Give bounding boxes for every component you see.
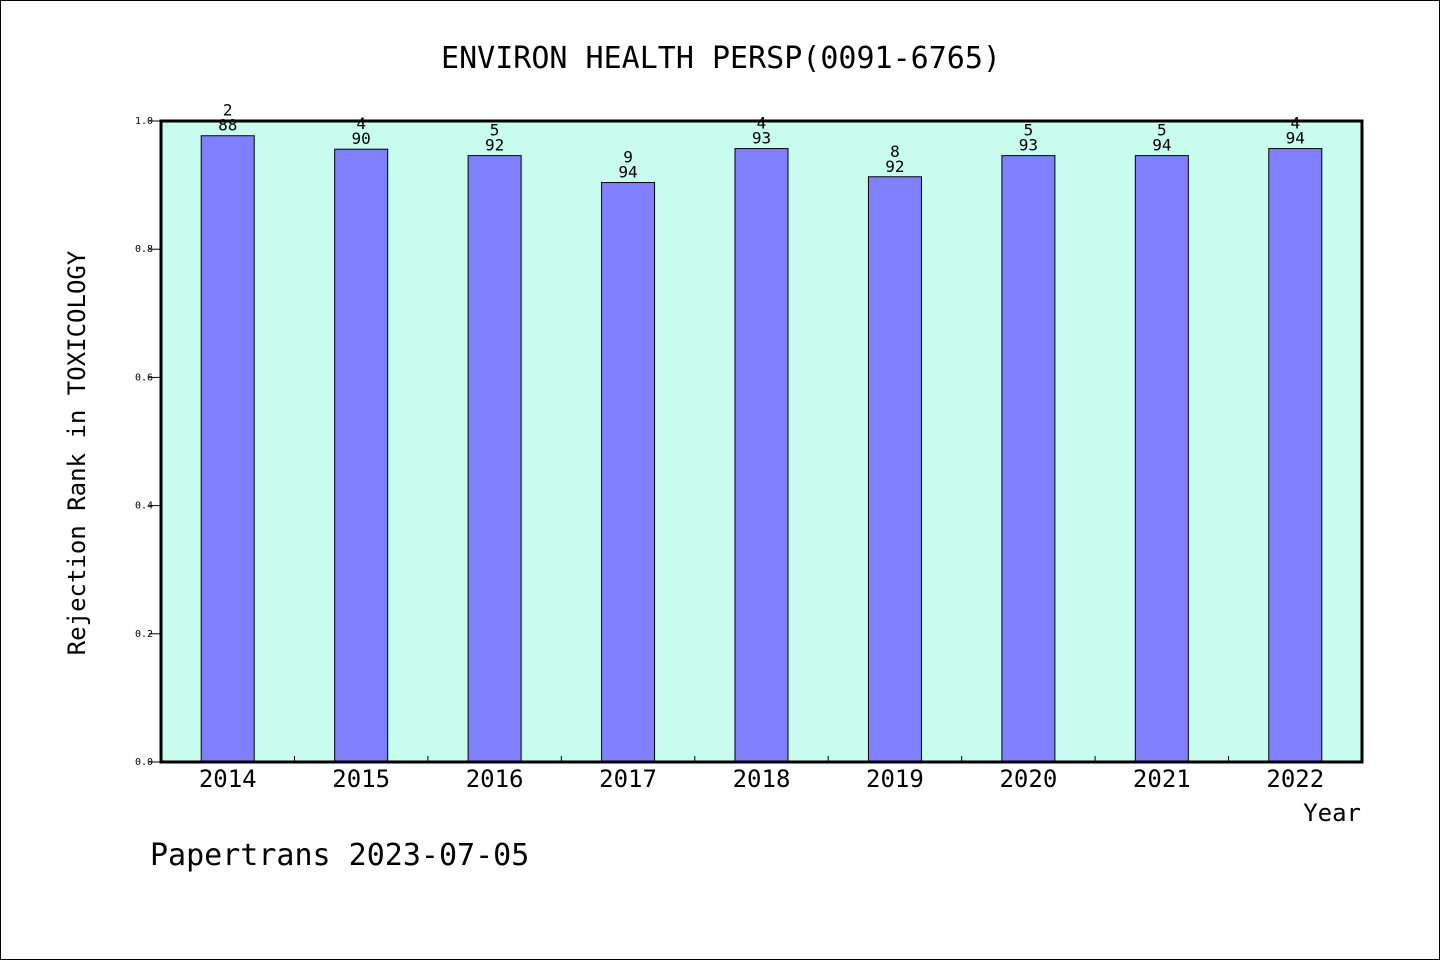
bar-label-top-2021: 5 [1157,121,1167,140]
bar-label-top-2017: 9 [623,148,633,167]
x-tick-label-2020: 2020 [999,765,1057,793]
bar-label-top-2020: 5 [1024,121,1034,140]
x-tick-label-2022: 2022 [1266,765,1324,793]
y-tick-label-1.0: 1.0 [135,116,153,127]
x-tick-label-2014: 2014 [199,765,257,793]
y-tick-label-0.8: 0.8 [135,244,153,255]
x-tick-label-2015: 2015 [332,765,390,793]
bar-label-top-2015: 4 [356,114,366,133]
bar-2021 [1134,155,1189,763]
y-tick-label-0.2: 0.2 [135,629,153,640]
chart-title: ENVIRON HEALTH PERSP(0091-6765) [441,41,1001,76]
x-tick-label-2019: 2019 [866,765,924,793]
bar-label-top-2022: 4 [1290,114,1300,133]
y-tick-label-0.4: 0.4 [135,501,153,512]
bar-label-top-2019: 8 [890,142,900,161]
bar-2022 [1268,148,1323,763]
bar-2020 [1001,155,1056,763]
y-tick-label-0.6: 0.6 [135,372,153,383]
bar-label-bottom-2018: 93 [752,129,771,148]
bar-2018 [734,148,789,763]
bar-label-bottom-2015: 90 [352,129,371,148]
bar-2017 [601,182,656,763]
bar-label-top-2014: 2 [223,101,233,120]
x-tick-label-2017: 2017 [599,765,657,793]
x-tick-label-2016: 2016 [466,765,524,793]
footer-credit: Papertrans 2023-07-05 [150,838,529,873]
bar-label-bottom-2017: 94 [618,163,637,182]
bar-label-top-2018: 4 [757,114,767,133]
x-tick-label-2021: 2021 [1133,765,1191,793]
y-tick-label-0.0: 0.0 [135,757,153,768]
bar-label-bottom-2016: 92 [485,136,504,155]
bar-label-top-2016: 5 [490,121,500,140]
bar-label-bottom-2019: 92 [885,157,904,176]
bar-label-bottom-2020: 93 [1019,136,1038,155]
bar-label-bottom-2022: 94 [1286,129,1305,148]
bars [200,135,1323,763]
y-axis: 0.0 0.2 0.4 0.6 0.8 1.0 [135,116,161,768]
bar-label-bottom-2014: 88 [218,116,237,135]
bar-2014 [200,135,255,763]
bar-label-bottom-2021: 94 [1152,136,1171,155]
plot-border [159,119,1364,764]
bar-2015 [334,148,389,763]
x-tick-label-2018: 2018 [733,765,791,793]
x-axis: 2014 2015 2016 2017 2018 2019 2020 2021 2022 [199,756,1324,793]
y-axis-label: Rejection Rank in TOXICOLOGY [63,250,91,655]
bar-2016 [467,155,522,763]
bar-2019 [867,176,922,763]
x-axis-label: Year [1303,799,1361,827]
